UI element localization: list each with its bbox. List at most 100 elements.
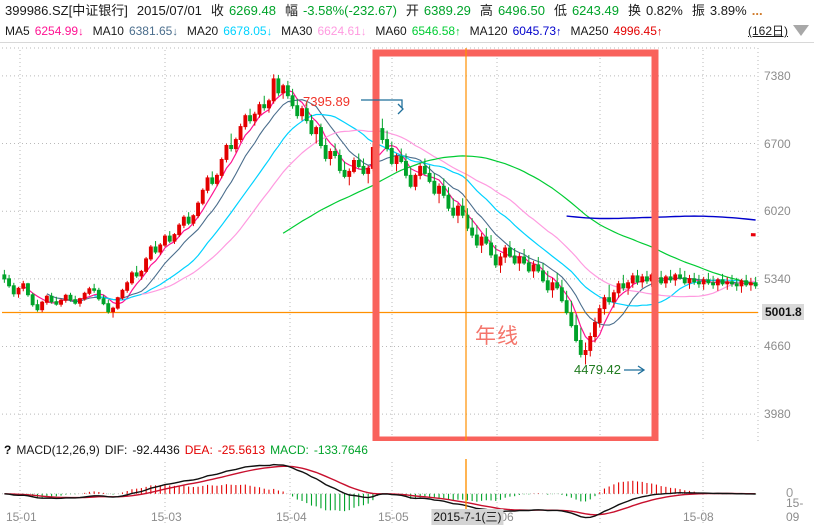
candle-body — [668, 276, 673, 281]
low-price-annotation: 4479.42 — [574, 362, 621, 377]
candle-body — [489, 242, 494, 256]
candle-body — [163, 235, 167, 246]
date-tick-label: 15-01 — [6, 510, 37, 524]
low-value: 6243.49 — [571, 3, 619, 18]
candle-body — [564, 300, 569, 314]
candle-body — [479, 236, 484, 246]
date-tick-label: 15-09 — [786, 496, 804, 524]
help-icon[interactable]: ? — [4, 443, 12, 457]
date-highlight-label: 2015-7-1(三) — [431, 509, 504, 525]
ma-entry-ma120: MA120 6045.73↑ — [469, 21, 562, 42]
candle-body — [54, 301, 59, 305]
candle-body — [59, 299, 63, 305]
price-tick-label: 6700 — [764, 136, 791, 151]
candle-body — [342, 169, 347, 177]
ma-arrow-icon: ↓ — [172, 26, 178, 38]
ma-line-ma120 — [566, 215, 756, 221]
candle-body — [616, 283, 621, 294]
candle-body — [26, 283, 30, 296]
candle-body — [281, 85, 286, 94]
symbol-code[interactable]: 399986.SZ — [5, 3, 69, 18]
quote-header: 399986.SZ[中证银行] 2015/07/01 收 6269.48 幅 -3.58%… — [0, 0, 814, 21]
candle-body — [304, 108, 309, 122]
high-label: 高 — [479, 3, 493, 18]
candle-body — [645, 276, 649, 282]
candle-body — [422, 165, 427, 174]
candle-body — [49, 295, 54, 303]
candle-body — [144, 258, 149, 272]
candle-body — [191, 215, 196, 224]
candle-body — [111, 307, 115, 313]
ma-value: 6254.99 — [34, 24, 79, 38]
candle-body — [134, 272, 139, 277]
candle-body — [484, 236, 489, 244]
ma-value: 6381.65 — [128, 24, 173, 38]
ma-value: 6624.61 — [317, 24, 361, 38]
candle-body — [233, 139, 238, 150]
ma-line-ma60 — [282, 155, 756, 285]
candle-body — [167, 235, 172, 242]
candle-body — [73, 299, 78, 304]
candle-body — [186, 216, 191, 224]
candle-body — [446, 194, 451, 209]
ma-label: MA5 — [5, 24, 30, 38]
candle-body — [404, 160, 408, 176]
candle-body — [531, 264, 536, 272]
candle-body — [158, 244, 163, 253]
candle-body — [361, 165, 366, 174]
candle-body — [427, 172, 432, 182]
ma-entry-ma20: MA20 6678.05↓ — [187, 21, 272, 42]
candle-body — [177, 224, 182, 236]
date-tick-label: 15-04 — [276, 510, 307, 524]
ma-label: MA120 — [469, 24, 508, 38]
candle-body — [63, 294, 68, 301]
candle-body — [68, 294, 73, 301]
macd-chart[interactable] — [2, 463, 758, 519]
candle-body — [508, 247, 512, 257]
ma-header: MA5 6254.99↓ MA10 6381.65↓ MA20 6678.05↓ MA30 6… — [0, 21, 814, 43]
candle-body — [224, 145, 229, 160]
candlestick-series[interactable] — [2, 74, 758, 365]
candle-body — [238, 126, 243, 140]
overflow-ellipsis[interactable]: ... — [751, 3, 763, 18]
date-tick-label: 15-03 — [151, 510, 182, 524]
candle-body — [437, 185, 442, 194]
candle-body — [682, 277, 687, 284]
candle-body — [295, 105, 300, 117]
candle-body — [276, 78, 281, 94]
macd-dif-label: DIF: — [104, 443, 128, 457]
candle-body — [559, 287, 564, 302]
candle-body — [583, 350, 588, 355]
amplitude-value: 3.89% — [709, 3, 747, 18]
candle-body — [474, 234, 479, 246]
candle-body — [2, 274, 7, 280]
candle-body — [593, 322, 597, 338]
amplitude-label: 振 — [691, 3, 705, 18]
period-selector[interactable]: (162日) — [747, 24, 788, 38]
ma-entry-ma60: MA60 6546.58↑ — [375, 21, 460, 42]
selection-rectangle[interactable] — [372, 49, 659, 444]
ma-label: MA30 — [281, 24, 313, 38]
price-tick-label: 7380 — [764, 68, 791, 83]
candle-body — [569, 312, 574, 327]
candle-body — [181, 216, 186, 226]
candle-body — [252, 113, 257, 122]
macd-indicator-header[interactable]: ? MACD(12,26,9) DIF: -92.4436 DEA: -25.5613 MA… — [0, 441, 814, 459]
candle-body — [30, 294, 35, 306]
candle-body — [130, 272, 134, 284]
ma-arrow-icon: ↓ — [78, 26, 84, 38]
candle-body — [35, 304, 40, 311]
chevron-down-icon[interactable] — [793, 25, 809, 36]
candle-body — [352, 160, 356, 172]
ma-entry-ma10: MA10 6381.65↓ — [93, 21, 178, 42]
candle-body — [730, 281, 734, 285]
change-value: -3.58%(-232.67) — [302, 3, 397, 18]
ma-entry-ma30: MA30 6624.61↓ — [281, 21, 366, 42]
price-tick-label: 6020 — [764, 204, 791, 219]
candle-body — [153, 246, 158, 253]
candle-body — [536, 264, 541, 272]
chart-plot-area[interactable]: 7380 6700 6020 5340 4660 3980 5001.8 15-01 15-0… — [0, 42, 814, 526]
ma-line-ma5 — [22, 90, 756, 343]
candle-body — [319, 127, 323, 146]
symbol-name[interactable]: [中证银行] — [68, 3, 128, 18]
